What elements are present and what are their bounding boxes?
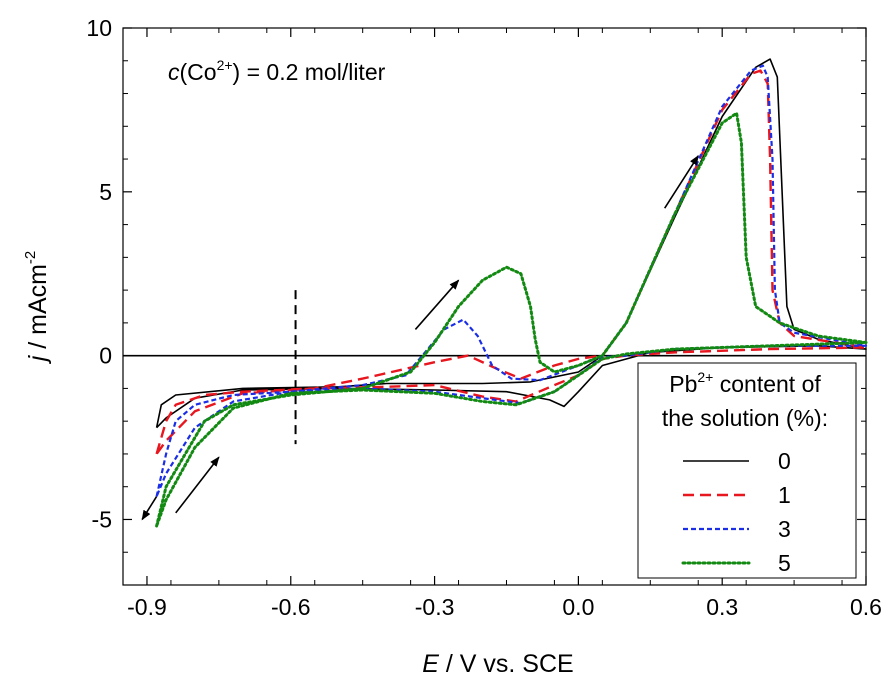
legend-label-5: 5 bbox=[778, 550, 791, 576]
x-tick-label: 0.3 bbox=[706, 594, 738, 620]
annotation-italic: c bbox=[168, 59, 180, 85]
x-axis-label-rest: / V vs. SCE bbox=[439, 650, 574, 678]
x-tick-label: 0.0 bbox=[562, 594, 594, 620]
annotation-prefix: (Co bbox=[180, 59, 217, 85]
legend-title-line1: Pb2+ content of bbox=[669, 369, 821, 397]
x-tick-label: -0.3 bbox=[415, 594, 455, 620]
direction-arrow bbox=[414, 279, 460, 330]
legend-label-1: 1 bbox=[778, 482, 791, 508]
y-axis-label: j / mAcm-2 bbox=[22, 251, 52, 365]
direction-arrow bbox=[175, 456, 220, 514]
x-tick-label: -0.9 bbox=[127, 594, 167, 620]
annotation-suffix: ) = 0.2 mol/liter bbox=[233, 59, 386, 85]
y-tick-label: -5 bbox=[92, 506, 112, 532]
y-axis-label-superscript: -2 bbox=[22, 251, 39, 264]
x-tick-label: 0.6 bbox=[850, 594, 882, 620]
series-line-5 bbox=[155, 111, 868, 528]
direction-arrow bbox=[663, 154, 699, 209]
legend-title-line2: the solution (%): bbox=[662, 405, 828, 431]
legend-title-suffix: content of bbox=[713, 371, 821, 397]
plot-frame bbox=[122, 27, 867, 586]
legend-title-superscript: 2+ bbox=[697, 369, 713, 385]
x-axis-label-italic: E bbox=[422, 650, 439, 678]
direction-arrow bbox=[141, 496, 158, 521]
legend: Pb2+ content of the solution (%): 0 1 3 5 bbox=[637, 362, 857, 579]
legend-box bbox=[637, 362, 857, 579]
legend-label-3: 3 bbox=[778, 516, 791, 542]
annotation-superscript: 2+ bbox=[217, 57, 233, 73]
x-axis-label: E / V vs. SCE bbox=[422, 650, 573, 678]
y-tick-label: 5 bbox=[99, 179, 112, 205]
y-axis-label-italic: j bbox=[24, 354, 52, 364]
y-tick-label: 10 bbox=[86, 15, 112, 41]
y-axis-label-rest: / mAcm bbox=[24, 264, 52, 356]
y-tick-label: 0 bbox=[99, 343, 112, 369]
x-tick-label: -0.6 bbox=[271, 594, 311, 620]
series-line-1 bbox=[155, 69, 868, 455]
series-line-3 bbox=[155, 64, 868, 497]
legend-title-prefix: Pb bbox=[669, 371, 697, 397]
series-line-0 bbox=[155, 58, 867, 429]
concentration-annotation: c(Co2+) = 0.2 mol/liter bbox=[168, 57, 386, 85]
legend-label-0: 0 bbox=[778, 448, 791, 474]
